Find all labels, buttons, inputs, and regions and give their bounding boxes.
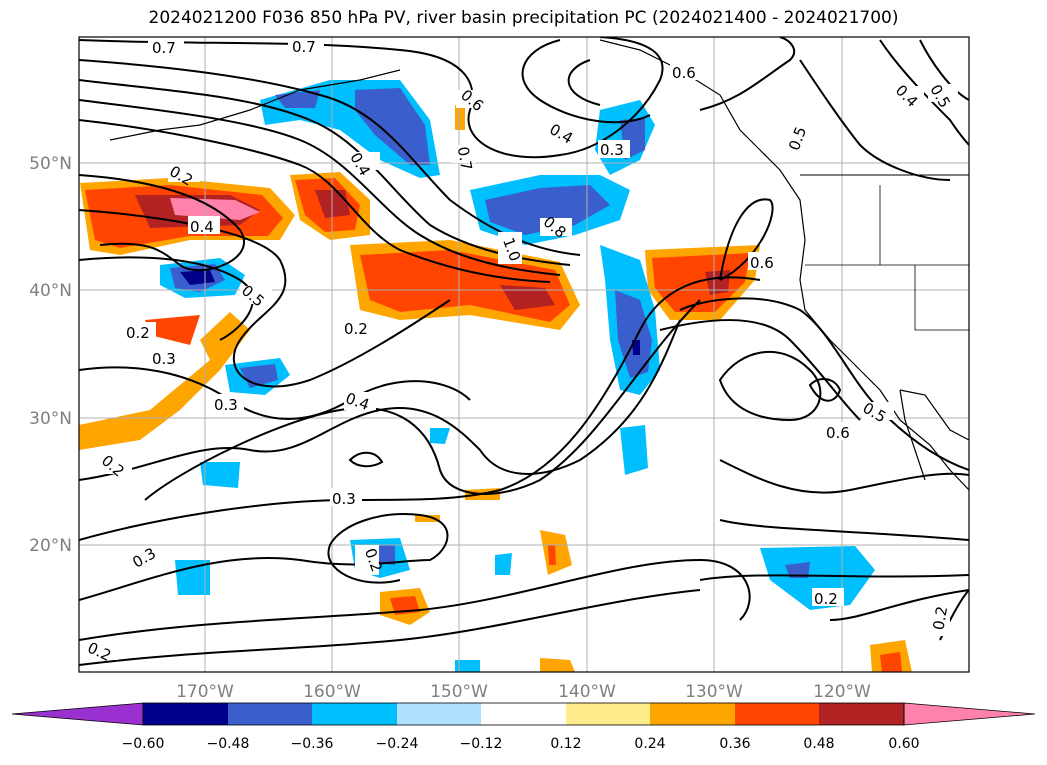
colorbar-bin xyxy=(566,703,650,725)
colorbar-bin xyxy=(735,703,819,725)
lat-label: 30°N xyxy=(29,409,72,429)
colorbar-bin xyxy=(143,703,228,725)
lat-axis-labels: 50°N 40°N 30°N 20°N xyxy=(29,154,72,556)
contour-label: 0.3 xyxy=(332,490,356,508)
contour-label: 0.3 xyxy=(214,396,238,414)
colorbar-label: 0.60 xyxy=(888,736,919,752)
colorbar-label: 0.24 xyxy=(634,736,665,752)
contour-label: 0.6 xyxy=(826,424,850,442)
lon-label: 150°W xyxy=(430,682,488,702)
lon-label: 130°W xyxy=(685,682,743,702)
lon-label: 120°W xyxy=(813,682,871,702)
lat-label: 50°N xyxy=(29,154,72,174)
map-title: 2024021200 F036 850 hPa PV, river basin … xyxy=(148,8,899,28)
contour-label: 0.5 xyxy=(785,124,810,153)
colorbar-label: −0.48 xyxy=(207,736,250,752)
contour-label: 0.6 xyxy=(750,254,774,272)
lat-label: 40°N xyxy=(29,281,72,301)
lon-axis-labels: 170°W 160°W 150°W 140°W 130°W 120°W xyxy=(176,682,871,702)
colorbar-label: −0.12 xyxy=(460,736,503,752)
contour-label: 0.4 xyxy=(190,218,214,236)
contour-label: 0.2 xyxy=(126,324,150,342)
colorbar-label: 0.12 xyxy=(550,736,581,752)
contour-label: 0.2 xyxy=(344,320,368,338)
colorbar-label: −0.60 xyxy=(122,736,165,752)
contour-label: 0.3 xyxy=(600,141,624,159)
contour-label: 0.7 xyxy=(292,38,316,56)
colorbar-arrow-low xyxy=(11,702,144,726)
contour-label: 0.2 xyxy=(929,605,951,632)
map-frame xyxy=(78,36,970,673)
contour-label: 0.7 xyxy=(152,39,176,57)
colorbar-label: 0.48 xyxy=(803,736,834,752)
colorbar-bin xyxy=(819,703,904,725)
colorbar-bin xyxy=(481,703,566,725)
colorbar: −0.60 −0.48 −0.36 −0.24 −0.12 0.12 0.24 … xyxy=(11,702,1036,752)
precip-shading xyxy=(79,80,912,672)
colorbar-label: −0.24 xyxy=(376,736,419,752)
lon-label: 140°W xyxy=(558,682,616,702)
lat-label: 20°N xyxy=(29,536,72,556)
lon-label: 160°W xyxy=(303,682,361,702)
colorbar-bin xyxy=(650,703,735,725)
colorbar-bin xyxy=(312,703,397,725)
graticule xyxy=(79,37,969,672)
contour-label: 0.2 xyxy=(814,590,838,608)
contour-label: 0.3 xyxy=(152,350,176,368)
contour-label: 0.6 xyxy=(672,64,696,82)
coastlines xyxy=(109,39,969,491)
contour-label: 0.7 xyxy=(454,145,476,172)
colorbar-bin xyxy=(228,703,312,725)
contour-label: 0.5 xyxy=(238,281,268,310)
contour-label-group: 0.7 0.7 0.6 0.7 0.6 0.4 0.3 0.4 0.2 0.4 … xyxy=(85,38,958,665)
colorbar-bin xyxy=(397,703,481,725)
lon-label: 170°W xyxy=(176,682,234,702)
colorbar-label: 0.36 xyxy=(719,736,750,752)
colorbar-arrow-high xyxy=(903,702,1036,726)
colorbar-label: −0.36 xyxy=(291,736,334,752)
